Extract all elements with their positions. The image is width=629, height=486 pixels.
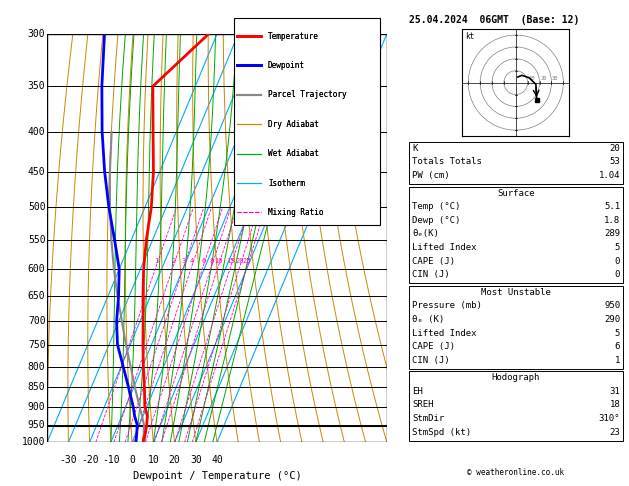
Text: Temperature: Temperature — [268, 32, 319, 40]
Text: 950: 950 — [28, 420, 45, 430]
Text: Temp (°C): Temp (°C) — [412, 202, 460, 211]
Text: 850: 850 — [28, 382, 45, 392]
Text: Isotherm: Isotherm — [268, 178, 305, 188]
Text: 650: 650 — [28, 291, 45, 301]
Text: 0: 0 — [129, 454, 135, 465]
Text: 23: 23 — [610, 428, 620, 437]
Text: 8: 8 — [209, 258, 214, 264]
Text: K: K — [412, 144, 418, 153]
Text: 20: 20 — [540, 76, 547, 81]
Text: Mixing Ratio: Mixing Ratio — [268, 208, 323, 217]
Text: Pressure (mb): Pressure (mb) — [412, 301, 482, 311]
Text: Surface: Surface — [497, 189, 535, 198]
Text: Lifted Index: Lifted Index — [412, 329, 477, 338]
Text: 5.1: 5.1 — [604, 202, 620, 211]
Text: © weatheronline.co.uk: © weatheronline.co.uk — [467, 468, 564, 477]
Text: Temperature: Temperature — [268, 32, 319, 40]
Text: 290: 290 — [604, 315, 620, 324]
Text: 6: 6 — [615, 342, 620, 351]
Text: Wet Adiabat: Wet Adiabat — [268, 149, 319, 158]
Text: PW (cm): PW (cm) — [412, 171, 450, 180]
Text: 600: 600 — [28, 264, 45, 274]
Text: 10: 10 — [214, 258, 223, 264]
Text: 750: 750 — [28, 340, 45, 350]
Text: 1.04: 1.04 — [599, 171, 620, 180]
Text: 25: 25 — [243, 258, 252, 264]
Text: 400: 400 — [28, 126, 45, 137]
Text: -10: -10 — [102, 454, 120, 465]
Text: 500: 500 — [28, 202, 45, 212]
Text: Mixing Ratio: Mixing Ratio — [268, 208, 323, 217]
Text: kt: kt — [465, 32, 474, 40]
Text: Parcel Trajectory: Parcel Trajectory — [268, 90, 347, 99]
Bar — [234, 17, 380, 226]
Text: -30: -30 — [60, 454, 77, 465]
Text: 2: 2 — [171, 258, 175, 264]
Text: Dewpoint / Temperature (°C): Dewpoint / Temperature (°C) — [133, 471, 301, 481]
Text: 25.04.2024  06GMT  (Base: 12): 25.04.2024 06GMT (Base: 12) — [409, 15, 579, 25]
Text: Wet Adiabat: Wet Adiabat — [268, 149, 319, 158]
Text: Most Unstable: Most Unstable — [481, 288, 551, 297]
Text: 1: 1 — [154, 258, 159, 264]
Text: StmDir: StmDir — [412, 414, 444, 423]
Text: 10: 10 — [147, 454, 159, 465]
Text: Totals Totals: Totals Totals — [412, 157, 482, 167]
Text: CAPE (J): CAPE (J) — [412, 257, 455, 266]
Text: 900: 900 — [28, 401, 45, 412]
Text: 1.8: 1.8 — [604, 216, 620, 225]
Text: 450: 450 — [28, 167, 45, 176]
Text: SREH: SREH — [412, 400, 433, 410]
Text: 310°: 310° — [599, 414, 620, 423]
Text: 350: 350 — [28, 81, 45, 91]
Text: CIN (J): CIN (J) — [412, 356, 450, 365]
Text: 5: 5 — [615, 243, 620, 252]
Text: θₑ (K): θₑ (K) — [412, 315, 444, 324]
Text: StmSpd (kt): StmSpd (kt) — [412, 428, 471, 437]
Text: 1000: 1000 — [22, 437, 45, 447]
Text: Isotherm: Isotherm — [268, 178, 305, 188]
Text: 3: 3 — [182, 258, 186, 264]
Text: EH: EH — [412, 387, 423, 396]
Text: 31: 31 — [610, 387, 620, 396]
Text: 0: 0 — [615, 257, 620, 266]
Text: 30: 30 — [190, 454, 202, 465]
Text: CAPE (J): CAPE (J) — [412, 342, 455, 351]
Text: 550: 550 — [28, 235, 45, 244]
Text: 700: 700 — [28, 316, 45, 326]
Text: 800: 800 — [28, 362, 45, 372]
Text: 950: 950 — [604, 301, 620, 311]
Text: Dewpoint: Dewpoint — [268, 61, 305, 70]
Text: 20: 20 — [169, 454, 181, 465]
Text: 53: 53 — [610, 157, 620, 167]
Text: CIN (J): CIN (J) — [412, 270, 450, 279]
Text: 15: 15 — [226, 258, 235, 264]
Text: Dewpoint: Dewpoint — [268, 61, 305, 70]
Text: Dry Adiabat: Dry Adiabat — [268, 120, 319, 129]
Text: Lifted Index: Lifted Index — [412, 243, 477, 252]
Text: 18: 18 — [610, 400, 620, 410]
Text: -20: -20 — [81, 454, 99, 465]
Text: 4: 4 — [190, 258, 194, 264]
Text: 20: 20 — [610, 144, 620, 153]
Text: Parcel Trajectory: Parcel Trajectory — [268, 90, 347, 99]
Text: 40: 40 — [211, 454, 223, 465]
Text: Hodograph: Hodograph — [492, 373, 540, 382]
Text: θₑ(K): θₑ(K) — [412, 229, 439, 239]
Text: 6: 6 — [201, 258, 205, 264]
Text: 30: 30 — [552, 76, 559, 81]
Text: Dewp (°C): Dewp (°C) — [412, 216, 460, 225]
Text: Dry Adiabat: Dry Adiabat — [268, 120, 319, 129]
Text: 1: 1 — [615, 356, 620, 365]
Text: 300: 300 — [28, 29, 45, 39]
Text: 20: 20 — [236, 258, 244, 264]
Text: 0: 0 — [615, 270, 620, 279]
Text: 5: 5 — [615, 329, 620, 338]
Text: 289: 289 — [604, 229, 620, 239]
Text: 10: 10 — [528, 76, 535, 81]
